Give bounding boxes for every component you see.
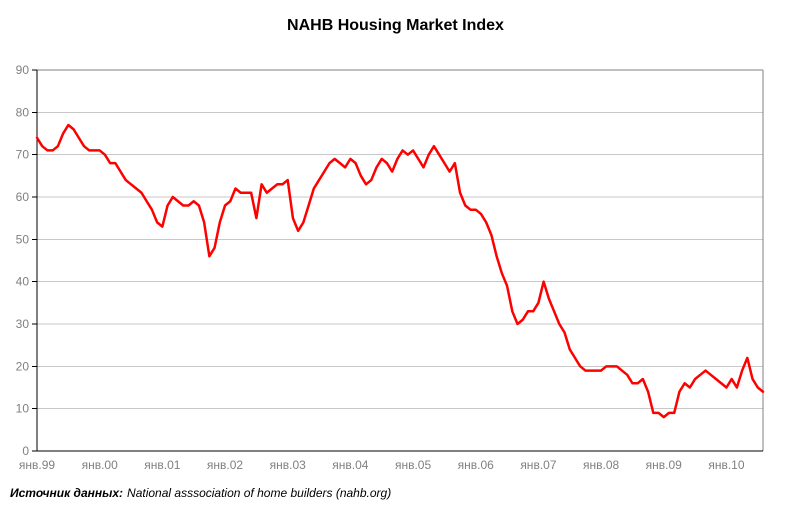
source-note: Источник данных: National asssociation of…	[10, 486, 391, 500]
x-tick-label: янв.09	[646, 458, 683, 472]
x-tick-label: янв.08	[583, 458, 620, 472]
y-tick-label: 20	[16, 359, 30, 373]
y-tick-label: 40	[16, 275, 30, 289]
x-tick-label: янв.01	[144, 458, 181, 472]
x-tick-label: янв.10	[708, 458, 745, 472]
x-tick-label: янв.07	[520, 458, 557, 472]
x-tick-label: янв.05	[395, 458, 432, 472]
x-tick-label: янв.02	[207, 458, 244, 472]
x-tick-label: янв.03	[270, 458, 307, 472]
y-tick-label: 70	[16, 148, 30, 162]
x-tick-label: янв.04	[332, 458, 369, 472]
y-tick-label: 30	[16, 317, 30, 331]
y-tick-label: 0	[22, 444, 29, 458]
y-tick-label: 80	[16, 105, 30, 119]
source-note-text: National asssociation of home builders (…	[127, 486, 392, 500]
hmi-line-series	[35, 123, 765, 419]
x-tick-label: янв.00	[82, 458, 119, 472]
y-tick-label: 60	[16, 190, 30, 204]
source-note-label: Источник данных:	[10, 486, 124, 500]
x-tick-label: янв.06	[458, 458, 495, 472]
x-tick-label: янв.99	[19, 458, 56, 472]
y-tick-label: 10	[16, 402, 30, 416]
chart-title: NAHB Housing Market Index	[287, 17, 504, 34]
hmi-line-chart: 0 10 20 30 40 50 60 70 80 90 янв.99 янв.00 янв.01 янв…	[16, 63, 765, 472]
y-tick-label: 90	[16, 63, 30, 77]
y-tick-label: 50	[16, 232, 30, 246]
